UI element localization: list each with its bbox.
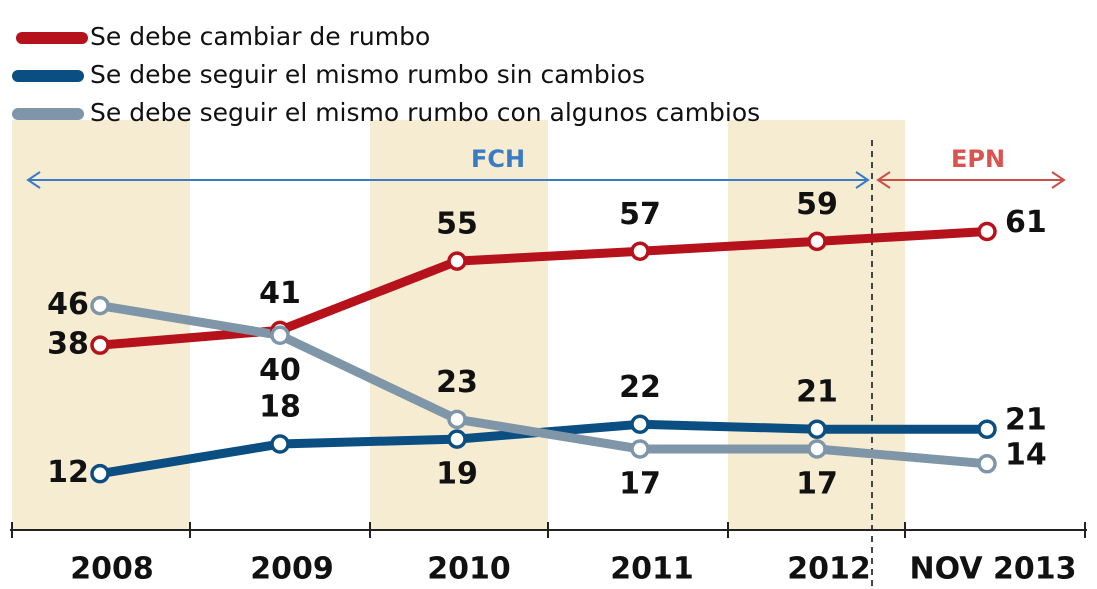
- data-label: 21: [1005, 403, 1047, 438]
- marker: [807, 419, 827, 439]
- data-label: 23: [436, 365, 478, 400]
- data-label: 46: [47, 287, 89, 322]
- legend-label: Se debe cambiar de rumbo: [90, 22, 430, 51]
- background-bands: [12, 120, 905, 530]
- fch-arrowheads: [26, 171, 870, 189]
- data-label: 18: [259, 390, 301, 425]
- epn-arrowheads: [876, 171, 1066, 189]
- data-label: 41: [259, 276, 301, 311]
- data-label: 40: [259, 353, 301, 388]
- marker: [807, 231, 827, 252]
- marker: [447, 409, 467, 430]
- marker: [90, 295, 110, 316]
- marker: [90, 335, 110, 355]
- x-tick-label: 2011: [610, 552, 694, 587]
- marker: [90, 463, 110, 484]
- data-label: 17: [796, 466, 838, 501]
- annotation: EPN: [951, 145, 1005, 173]
- x-tick-label: NOV 2013: [910, 552, 1077, 587]
- data-label: 59: [796, 187, 838, 222]
- marker: [270, 325, 290, 346]
- band: [728, 120, 905, 530]
- data-label: 55: [436, 207, 478, 242]
- x-tick-label: 2008: [70, 552, 154, 587]
- axis-ticks: [11, 522, 1086, 538]
- marker: [630, 241, 650, 262]
- marker: [807, 439, 827, 459]
- data-label: 57: [619, 197, 661, 232]
- data-label: 19: [436, 457, 478, 492]
- x-tick-label: 2010: [427, 552, 511, 587]
- x-tick-label: 2012: [787, 552, 871, 587]
- marker: [270, 434, 290, 454]
- legend-label: Se debe seguir el mismo rumbo con alguno…: [90, 98, 760, 127]
- series-line: [99, 301, 988, 469]
- annotation: FCH: [471, 145, 525, 173]
- data-label: 14: [1005, 437, 1047, 472]
- marker: [630, 439, 650, 459]
- marker: [977, 221, 997, 242]
- data-label: 61: [1005, 205, 1047, 240]
- data-label: 21: [796, 375, 838, 410]
- period-arrows: FCH EPN: [26, 145, 1066, 189]
- marker: [447, 429, 467, 449]
- marker: [977, 454, 997, 474]
- data-label: 38: [47, 327, 89, 362]
- data-label: 17: [619, 466, 661, 501]
- data-label: 22: [619, 370, 661, 405]
- data-label: 12: [47, 455, 89, 490]
- band: [370, 120, 548, 530]
- marker: [977, 419, 997, 439]
- legend-label: Se debe seguir el mismo rumbo sin cambio…: [90, 60, 645, 89]
- marker: [447, 251, 467, 271]
- x-tick-label: 2009: [250, 552, 334, 587]
- marker: [630, 414, 650, 435]
